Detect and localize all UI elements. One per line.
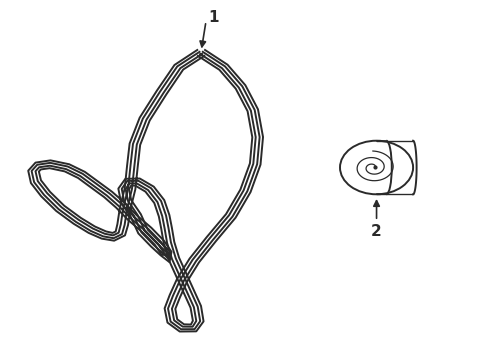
Text: 1: 1 xyxy=(208,10,219,25)
Text: 2: 2 xyxy=(371,224,382,239)
